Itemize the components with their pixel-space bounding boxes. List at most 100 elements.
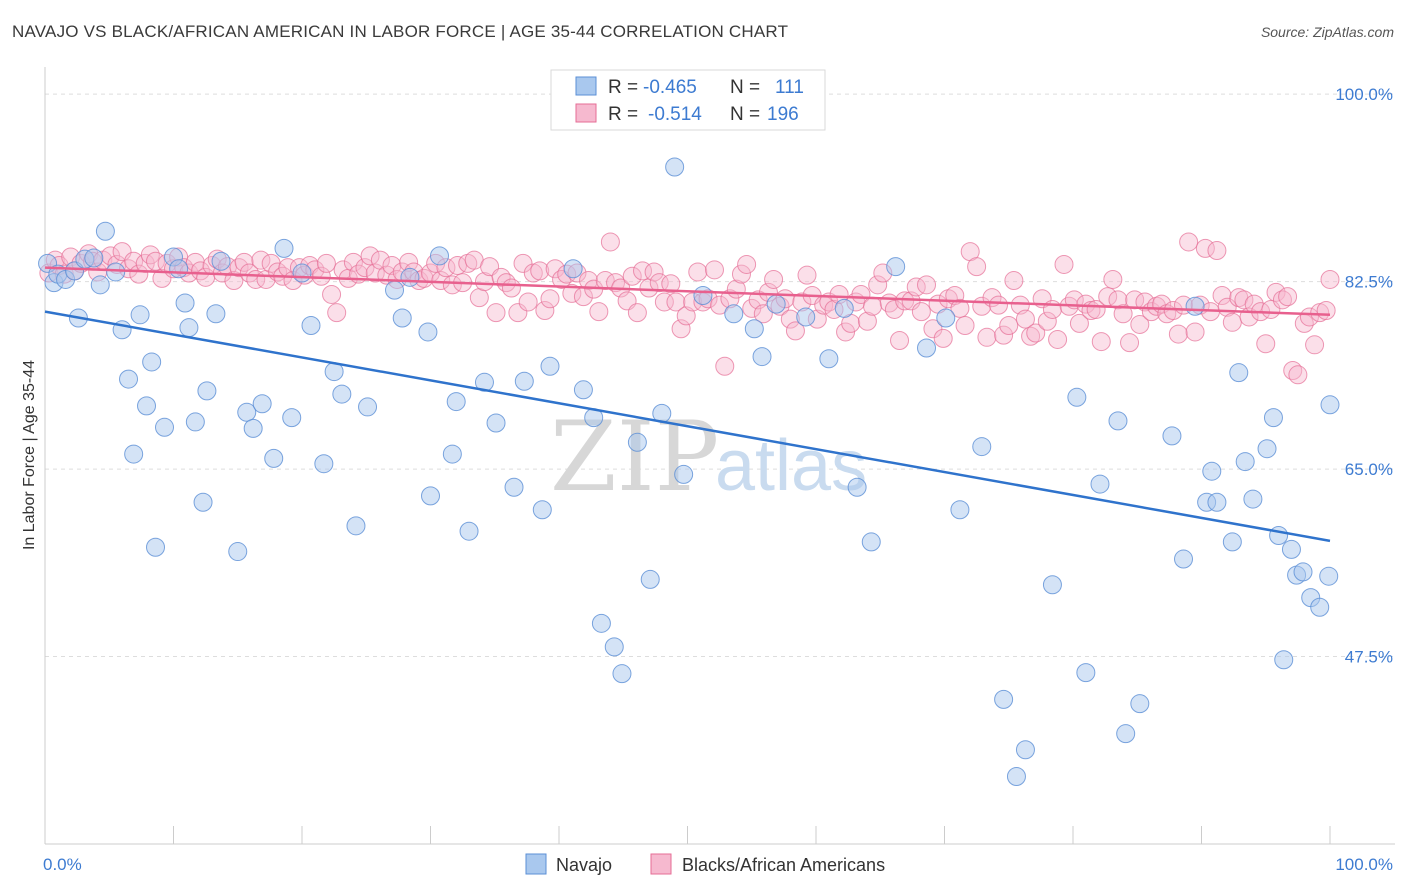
- point-navajo: [1281, 539, 1301, 559]
- legend-n-value-navajo: 111: [775, 77, 804, 98]
- point-black: [316, 253, 336, 273]
- point-navajo: [1269, 525, 1289, 545]
- point-black: [666, 292, 686, 312]
- point-black: [355, 258, 375, 278]
- point-black: [999, 316, 1019, 336]
- legend-box: R = -0.465 N = 111 R = -0.514 N = 196: [550, 69, 826, 131]
- point-black: [224, 271, 244, 291]
- point-black: [654, 292, 674, 312]
- point-black: [1004, 271, 1024, 291]
- point-black: [1207, 241, 1227, 261]
- point-black: [1130, 314, 1150, 334]
- point-navajo: [861, 532, 881, 552]
- point-black: [1299, 307, 1319, 327]
- point-navajo: [591, 613, 611, 633]
- point-navajo: [796, 307, 816, 327]
- point-black: [737, 254, 757, 274]
- point-navajo: [540, 356, 560, 376]
- point-black: [1054, 254, 1074, 274]
- point-navajo: [1174, 549, 1194, 569]
- y-tick-label: 47.5%: [1345, 648, 1393, 667]
- point-black: [688, 262, 708, 282]
- point-navajo: [421, 486, 440, 506]
- point-black: [589, 302, 609, 322]
- point-navajo: [237, 402, 257, 422]
- point-navajo: [292, 263, 312, 283]
- point-navajo: [169, 259, 189, 279]
- legend-swatch-black: [575, 103, 597, 123]
- point-black: [1015, 309, 1035, 329]
- trend-lines: [44, 266, 1331, 543]
- point-black: [1222, 312, 1242, 332]
- point-navajo: [1263, 408, 1283, 428]
- point-black: [518, 292, 538, 312]
- bottom-legend-swatch-navajo: [525, 853, 547, 875]
- point-black: [508, 303, 528, 323]
- point-navajo: [400, 267, 420, 287]
- point-black: [146, 251, 166, 271]
- point-black: [1320, 269, 1340, 289]
- point-navajo: [1320, 395, 1340, 415]
- trend-line-black: [44, 266, 1331, 317]
- point-navajo: [301, 316, 321, 336]
- point-navajo: [1202, 461, 1222, 481]
- point-navajo: [1076, 663, 1096, 683]
- point-navajo: [197, 381, 217, 401]
- point-black: [229, 258, 249, 278]
- legend-r-label-navajo: R =: [608, 77, 638, 98]
- point-navajo: [766, 294, 786, 314]
- point-black: [1168, 324, 1188, 344]
- point-navajo: [392, 308, 412, 328]
- point-navajo: [1310, 597, 1330, 617]
- point-navajo: [950, 500, 970, 520]
- point-navajo: [936, 308, 956, 328]
- source-label: Source: ZipAtlas.com: [1260, 24, 1394, 40]
- point-navajo: [228, 542, 248, 562]
- point-black: [627, 303, 647, 323]
- point-black: [1021, 326, 1041, 346]
- point-navajo: [206, 304, 226, 324]
- point-black: [491, 267, 511, 287]
- point-navajo: [1293, 562, 1313, 582]
- tick-labels: 47.5% 65.0% 82.5% 100.0% 0.0% 100.0%: [43, 85, 1393, 874]
- point-black: [1048, 329, 1068, 349]
- point-navajo: [819, 349, 839, 369]
- point-black: [190, 261, 210, 281]
- point-navajo: [834, 298, 854, 318]
- axes: [44, 67, 1395, 845]
- point-black: [322, 284, 342, 304]
- bottom-legend-label-black: Blacks/African Americans: [682, 855, 885, 875]
- point-black: [890, 331, 910, 351]
- point-navajo: [1222, 532, 1242, 552]
- point-navajo: [752, 347, 772, 367]
- point-black: [486, 303, 506, 323]
- point-black: [764, 269, 784, 289]
- gridlines: [45, 93, 1395, 658]
- point-black: [501, 278, 521, 298]
- point-navajo: [1243, 489, 1263, 509]
- y-tick-label: 100.0%: [1335, 85, 1393, 104]
- point-black: [530, 261, 550, 281]
- point-navajo: [346, 516, 366, 536]
- point-navajo: [282, 408, 302, 428]
- point-navajo: [1185, 296, 1205, 316]
- point-navajo: [1130, 694, 1150, 714]
- point-navajo: [1235, 452, 1255, 472]
- point-black: [1076, 294, 1096, 314]
- point-navajo: [142, 352, 162, 372]
- point-black: [1234, 290, 1254, 310]
- point-black: [1179, 232, 1199, 252]
- point-black: [496, 273, 516, 293]
- point-black: [977, 327, 997, 347]
- point-navajo: [1319, 566, 1339, 586]
- point-black: [676, 306, 696, 326]
- x-tick-label-max: 100.0%: [1335, 855, 1393, 874]
- point-black: [431, 271, 451, 291]
- x-tick-label-min: 0.0%: [43, 855, 82, 874]
- point-black: [785, 321, 805, 341]
- point-navajo: [418, 322, 438, 342]
- point-black: [923, 319, 943, 339]
- point-navajo: [474, 372, 494, 392]
- point-navajo: [243, 418, 263, 438]
